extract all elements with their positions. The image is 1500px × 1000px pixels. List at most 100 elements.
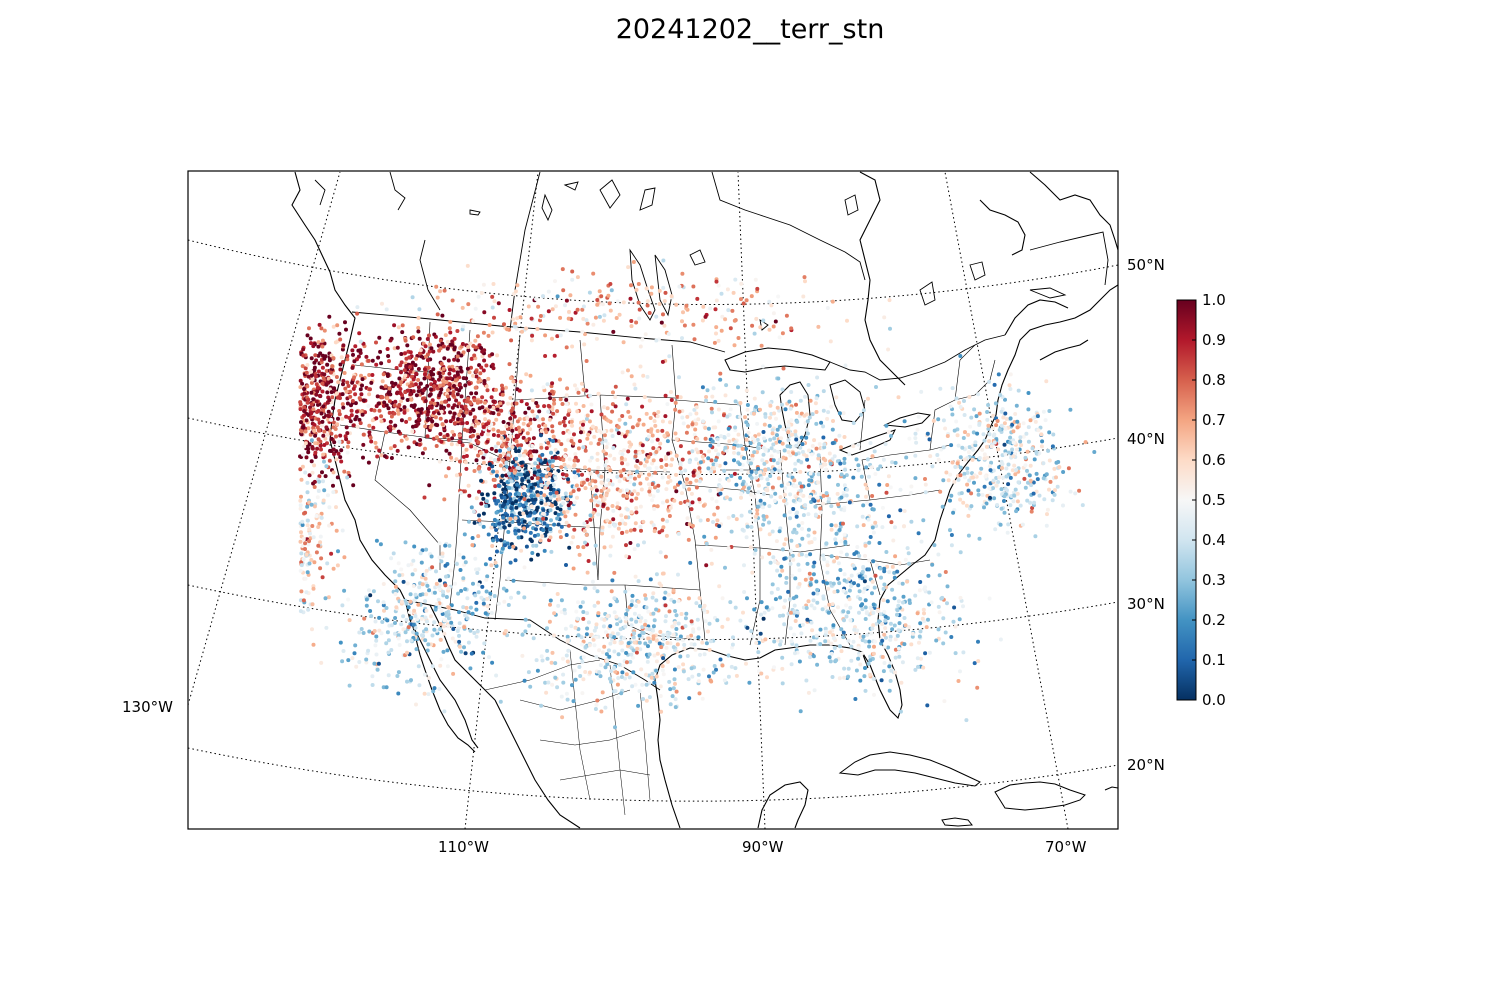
- station-point: [652, 529, 657, 534]
- station-point: [494, 417, 499, 422]
- station-point: [784, 537, 788, 542]
- station-point: [513, 558, 518, 563]
- station-point: [834, 395, 839, 400]
- station-point: [788, 516, 793, 521]
- station-point: [672, 667, 677, 672]
- station-point: [729, 529, 734, 534]
- station-point: [300, 519, 305, 524]
- station-point: [745, 524, 750, 529]
- station-point: [608, 641, 613, 646]
- station-point: [645, 659, 650, 664]
- great-lakes: [724, 347, 932, 456]
- station-point: [606, 478, 611, 483]
- station-point: [404, 356, 409, 361]
- station-point: [564, 691, 569, 696]
- station-point: [475, 629, 480, 634]
- station-point: [657, 530, 662, 535]
- station-point: [463, 460, 468, 465]
- station-point: [764, 514, 769, 519]
- station-point: [691, 440, 696, 445]
- station-point: [744, 661, 748, 666]
- station-point: [393, 631, 397, 636]
- station-point: [450, 339, 455, 344]
- station-point: [545, 496, 550, 501]
- station-point: [709, 561, 714, 566]
- station-point: [611, 508, 616, 513]
- station-point: [658, 694, 663, 698]
- station-point: [506, 530, 511, 534]
- station-point: [548, 484, 553, 488]
- station-point: [842, 456, 847, 461]
- station-point: [780, 441, 785, 446]
- station-point: [494, 449, 499, 453]
- station-point: [799, 460, 804, 465]
- station-point: [718, 371, 723, 376]
- station-point: [310, 470, 315, 475]
- station-point: [766, 467, 771, 472]
- station-point: [757, 470, 762, 475]
- station-point: [482, 379, 487, 383]
- station-point: [777, 457, 782, 462]
- station-point: [771, 555, 776, 560]
- station-point: [624, 402, 629, 407]
- station-point: [683, 616, 688, 621]
- station-point: [342, 588, 347, 593]
- station-point: [795, 419, 800, 424]
- station-point: [678, 501, 683, 505]
- station-point: [501, 586, 506, 591]
- station-point: [519, 548, 524, 553]
- station-point: [340, 528, 345, 533]
- station-point: [740, 462, 745, 467]
- station-point: [755, 508, 760, 513]
- station-point: [651, 458, 656, 463]
- station-point: [403, 351, 407, 356]
- station-point: [552, 401, 557, 406]
- station-point: [757, 442, 761, 446]
- station-point: [655, 504, 660, 509]
- station-point: [680, 638, 685, 643]
- station-point: [823, 632, 828, 637]
- station-point: [892, 623, 897, 628]
- station-point: [660, 475, 665, 480]
- station-point: [445, 648, 450, 653]
- station-point: [331, 483, 335, 488]
- station-point: [549, 518, 553, 523]
- station-point: [337, 439, 342, 444]
- station-point: [526, 498, 531, 503]
- station-point: [794, 514, 799, 519]
- station-point: [833, 541, 838, 546]
- station-point: [361, 455, 365, 460]
- station-point: [570, 683, 574, 688]
- station-point: [919, 539, 924, 544]
- station-point: [320, 575, 325, 580]
- station-point: [563, 491, 568, 496]
- station-point: [890, 460, 895, 465]
- station-point: [484, 363, 489, 368]
- station-point: [349, 413, 354, 418]
- station-point: [977, 456, 982, 460]
- station-point: [689, 507, 694, 512]
- station-point: [301, 452, 306, 457]
- station-point: [684, 430, 689, 435]
- station-point: [570, 423, 575, 428]
- station-point: [861, 589, 866, 594]
- station-point: [331, 324, 336, 329]
- station-point: [379, 631, 384, 636]
- station-point: [463, 404, 468, 409]
- station-point: [598, 674, 603, 679]
- station-point: [713, 535, 718, 540]
- station-point: [309, 459, 314, 464]
- station-point: [341, 360, 345, 364]
- station-point: [318, 351, 323, 356]
- station-point: [612, 456, 617, 461]
- station-point: [490, 352, 495, 357]
- station-point: [716, 442, 721, 447]
- station-point: [643, 596, 648, 601]
- station-point: [582, 528, 587, 533]
- station-point: [386, 650, 391, 655]
- station-point: [636, 579, 641, 584]
- station-point: [589, 486, 594, 491]
- station-point: [867, 639, 872, 644]
- station-point: [533, 497, 538, 502]
- station-point: [441, 382, 446, 387]
